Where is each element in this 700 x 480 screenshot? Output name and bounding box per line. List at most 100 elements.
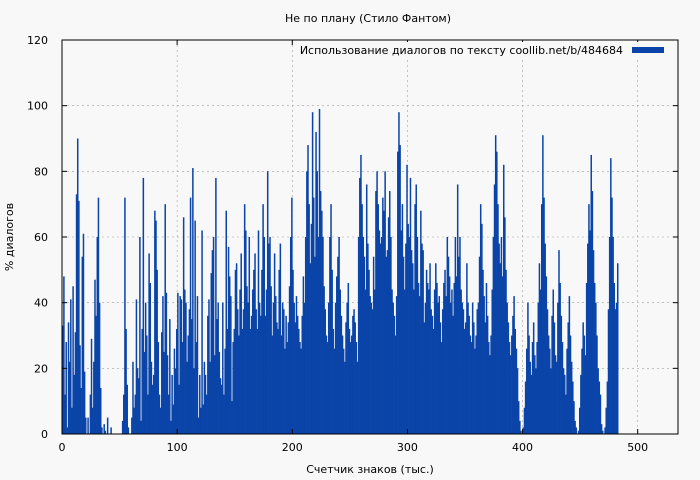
bar bbox=[377, 204, 379, 434]
bar bbox=[585, 282, 588, 434]
bar bbox=[261, 269, 263, 434]
bar bbox=[433, 289, 436, 434]
bar bbox=[592, 250, 595, 434]
bar bbox=[162, 296, 164, 434]
bar bbox=[161, 332, 163, 434]
bar bbox=[417, 282, 420, 434]
bar bbox=[256, 328, 259, 434]
bar bbox=[63, 276, 65, 434]
bar bbox=[460, 289, 462, 434]
bar bbox=[180, 299, 183, 434]
bar bbox=[193, 368, 195, 434]
bar bbox=[599, 394, 602, 434]
bar bbox=[560, 315, 563, 434]
bar bbox=[462, 309, 465, 434]
bar bbox=[78, 200, 80, 434]
bar bbox=[614, 309, 617, 434]
bar bbox=[278, 269, 280, 434]
bar bbox=[493, 184, 496, 434]
bar bbox=[360, 154, 362, 435]
bar bbox=[372, 256, 375, 434]
bar bbox=[223, 394, 225, 434]
bar bbox=[483, 296, 485, 434]
bar bbox=[402, 256, 405, 434]
bar bbox=[213, 355, 216, 434]
bar bbox=[190, 319, 193, 434]
bar bbox=[237, 309, 239, 434]
x-axis-ticks: 0 100 200 300 400 500 bbox=[59, 40, 648, 454]
bar bbox=[519, 420, 521, 434]
x-tick-label: 0 bbox=[59, 441, 66, 454]
bar bbox=[298, 328, 300, 434]
bar bbox=[444, 269, 446, 434]
bar bbox=[287, 322, 290, 434]
bar bbox=[539, 289, 542, 434]
x-tick-label: 300 bbox=[397, 441, 418, 454]
bar bbox=[602, 430, 604, 434]
bar bbox=[228, 276, 231, 434]
bar bbox=[341, 335, 344, 434]
bar bbox=[474, 348, 476, 434]
bar bbox=[413, 289, 415, 434]
bar bbox=[199, 374, 201, 434]
bar bbox=[616, 263, 619, 434]
bar bbox=[459, 237, 461, 434]
bar bbox=[570, 361, 573, 434]
bar bbox=[231, 401, 233, 434]
bar bbox=[590, 154, 592, 435]
bar bbox=[325, 335, 328, 434]
bar bbox=[169, 319, 171, 434]
legend-box bbox=[306, 42, 676, 60]
bar bbox=[143, 351, 146, 434]
bar bbox=[66, 427, 69, 434]
bar bbox=[365, 184, 368, 434]
bar bbox=[234, 269, 237, 434]
bar bbox=[540, 204, 543, 434]
bar bbox=[65, 342, 67, 434]
bar bbox=[175, 328, 178, 434]
bar bbox=[522, 427, 525, 434]
bar bbox=[409, 177, 412, 434]
bar bbox=[428, 289, 430, 434]
bar bbox=[152, 374, 155, 434]
legend: Использование диалогов по тексту coollib… bbox=[300, 42, 676, 60]
bar bbox=[269, 237, 271, 434]
bar bbox=[94, 279, 96, 434]
bar bbox=[429, 263, 431, 434]
y-tick-label: 40 bbox=[34, 297, 48, 310]
bar bbox=[189, 197, 192, 434]
bar bbox=[497, 204, 499, 434]
bar bbox=[397, 151, 399, 434]
bar bbox=[613, 282, 616, 434]
bar bbox=[615, 302, 618, 434]
bar bbox=[174, 368, 177, 434]
bar bbox=[392, 302, 394, 434]
bar bbox=[155, 220, 157, 434]
bar bbox=[307, 145, 309, 434]
bar bbox=[583, 335, 586, 434]
bar bbox=[315, 131, 317, 434]
bar bbox=[370, 302, 373, 434]
bar bbox=[330, 204, 332, 434]
bar bbox=[313, 197, 315, 434]
bar bbox=[359, 177, 361, 434]
bar bbox=[257, 230, 260, 434]
x-tick-label: 400 bbox=[512, 441, 533, 454]
bar bbox=[200, 407, 202, 434]
bar bbox=[232, 342, 234, 434]
bar bbox=[272, 302, 275, 434]
bar bbox=[163, 351, 165, 434]
bar bbox=[390, 237, 392, 434]
bar bbox=[82, 233, 85, 434]
bar bbox=[348, 328, 351, 434]
bar bbox=[545, 276, 548, 434]
bar bbox=[318, 108, 321, 434]
bar bbox=[488, 342, 490, 434]
bar bbox=[96, 237, 99, 434]
bar bbox=[170, 420, 172, 434]
bar bbox=[239, 289, 241, 434]
bar bbox=[327, 302, 330, 434]
bar bbox=[469, 335, 472, 434]
bar bbox=[158, 394, 161, 434]
